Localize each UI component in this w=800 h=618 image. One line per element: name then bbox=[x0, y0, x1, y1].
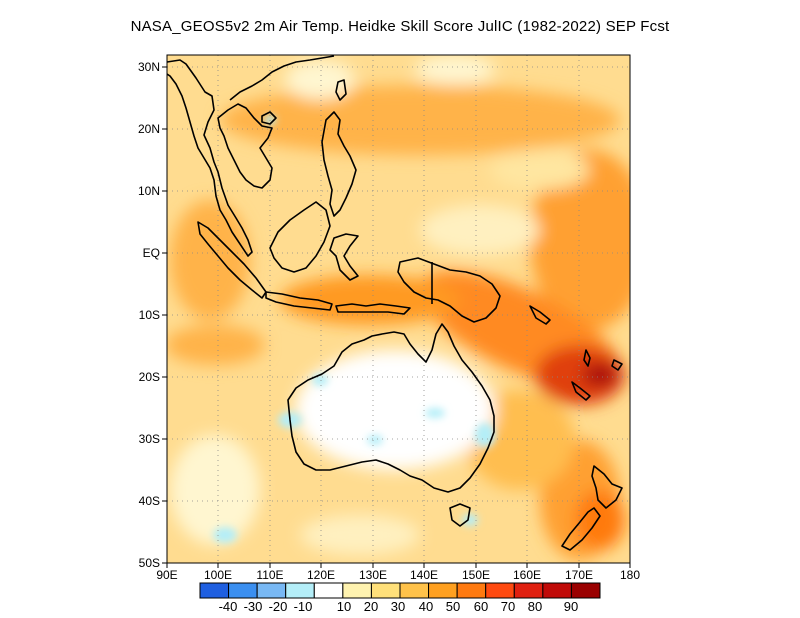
colorbar-swatch bbox=[513, 582, 544, 599]
tasmania-coast bbox=[449, 503, 471, 527]
china-coast bbox=[229, 55, 335, 101]
new-guinea-coast bbox=[397, 257, 501, 323]
lat-label: 10S bbox=[139, 308, 160, 322]
lon-label: 170E bbox=[565, 568, 593, 582]
lon-label: 180 bbox=[620, 568, 640, 582]
colorbar-swatch bbox=[342, 582, 372, 599]
colorbar-swatch bbox=[428, 582, 458, 599]
colorbar-swatch bbox=[256, 582, 287, 599]
latitude-labels: 30N 20N 10N EQ 10S 20S 30S 40S 50S bbox=[138, 60, 160, 570]
new-zealand-north-coast bbox=[591, 465, 623, 509]
colorbar bbox=[199, 582, 601, 599]
colorbar-label: 60 bbox=[474, 599, 488, 614]
lon-label: 110E bbox=[256, 568, 283, 582]
philippines-coast bbox=[321, 111, 357, 217]
lat-label: 10N bbox=[138, 184, 160, 198]
australia-coast bbox=[287, 323, 495, 493]
axis-ticks bbox=[162, 66, 631, 568]
lat-label: 30N bbox=[138, 60, 160, 74]
sumatra-coast bbox=[197, 221, 267, 299]
colorbar-label: 10 bbox=[337, 599, 351, 614]
colorbar-label: -20 bbox=[269, 599, 288, 614]
colorbar-label: -40 bbox=[219, 599, 238, 614]
lesser-sunda-coast bbox=[335, 303, 411, 315]
skill-field bbox=[167, 55, 630, 563]
colorbar-swatch bbox=[228, 582, 258, 599]
longitude-labels: 90E 100E 110E 120E 130E 140E 150E 160E 1… bbox=[156, 568, 640, 582]
colorbar-label: 80 bbox=[528, 599, 542, 614]
java-coast bbox=[265, 291, 333, 311]
colorbar-label: 40 bbox=[419, 599, 433, 614]
lon-label: 130E bbox=[359, 568, 387, 582]
lon-label: 100E bbox=[204, 568, 232, 582]
map-grid bbox=[167, 55, 630, 563]
colorbar-label: -10 bbox=[294, 599, 313, 614]
map-frame bbox=[166, 54, 631, 564]
sulawesi-coast bbox=[329, 233, 359, 281]
colorbar-swatch bbox=[570, 582, 601, 599]
colorbar-swatch bbox=[456, 582, 487, 599]
colorbar-labels: -40 -30 -20 -10 10 20 30 40 50 60 70 80 … bbox=[219, 599, 579, 614]
colorbar-label: 20 bbox=[364, 599, 378, 614]
colorbar-swatch bbox=[542, 582, 572, 599]
colorbar-label: 30 bbox=[391, 599, 405, 614]
colorbar-swatch bbox=[313, 582, 344, 599]
lat-label: 50S bbox=[139, 556, 160, 570]
new-zealand-south-coast bbox=[561, 507, 601, 551]
vanuatu-coast bbox=[583, 349, 591, 367]
lat-label: 20S bbox=[139, 370, 160, 384]
colorbar-label: 70 bbox=[501, 599, 515, 614]
lon-label: 160E bbox=[513, 568, 541, 582]
colorbar-swatch bbox=[399, 582, 430, 599]
chart-title: NASA_GEOS5v2 2m Air Temp. Heidke Skill S… bbox=[130, 18, 670, 35]
colorbar-swatch bbox=[370, 582, 401, 599]
lat-label: 30S bbox=[139, 432, 160, 446]
fiji-coast bbox=[611, 359, 623, 371]
lat-label: 20N bbox=[138, 122, 160, 136]
hainan-coast bbox=[261, 111, 277, 125]
indochina-coast bbox=[217, 103, 273, 189]
colorbar-label: 90 bbox=[564, 599, 578, 614]
lon-label: 140E bbox=[410, 568, 438, 582]
new-caledonia-coast bbox=[571, 381, 591, 401]
colorbar-swatch bbox=[485, 582, 515, 599]
borneo-coast bbox=[269, 201, 331, 273]
lon-label: 150E bbox=[462, 568, 490, 582]
lat-label: 40S bbox=[139, 494, 160, 508]
lat-label: EQ bbox=[143, 246, 160, 260]
asia-mainland-coast bbox=[167, 59, 253, 257]
colorbar-label: 50 bbox=[446, 599, 460, 614]
coastlines bbox=[167, 55, 623, 551]
taiwan-coast bbox=[335, 79, 347, 101]
lon-label: 90E bbox=[156, 568, 177, 582]
solomon-islands-coast bbox=[529, 305, 551, 325]
colorbar-label: -30 bbox=[244, 599, 263, 614]
lon-label: 120E bbox=[307, 568, 335, 582]
colorbar-swatch bbox=[199, 582, 230, 599]
colorbar-swatch bbox=[285, 582, 315, 599]
